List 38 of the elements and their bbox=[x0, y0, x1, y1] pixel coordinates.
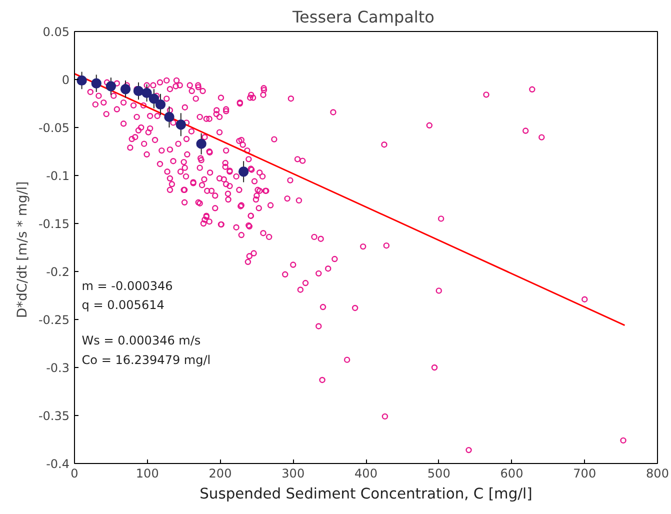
point bbox=[238, 166, 249, 177]
x-tick-label: 100 bbox=[136, 466, 159, 480]
x-tick-label: 0 bbox=[70, 466, 78, 480]
point bbox=[91, 78, 102, 88]
y-tick-label: -0.35 bbox=[38, 409, 70, 423]
x-tick-label: 800 bbox=[646, 466, 669, 480]
y-tick-label: -0.1 bbox=[46, 169, 70, 183]
point bbox=[142, 88, 152, 98]
x-tick-label: 700 bbox=[573, 466, 596, 480]
x-tick-label: 200 bbox=[208, 466, 232, 480]
point bbox=[196, 138, 206, 149]
x-tick-label: 400 bbox=[354, 466, 378, 480]
annotation: m = -0.000346 bbox=[82, 278, 173, 293]
chart-title: Tessera Campalto bbox=[292, 8, 434, 26]
y-tick-label: -0.4 bbox=[46, 457, 70, 471]
x-tick-label: 600 bbox=[500, 466, 524, 480]
y-tick-label: 0 bbox=[62, 73, 70, 87]
point bbox=[164, 112, 174, 122]
y-tick-label: -0.3 bbox=[46, 361, 70, 375]
annotation: q = 0.005614 bbox=[82, 298, 164, 312]
point bbox=[148, 94, 160, 104]
point bbox=[155, 99, 166, 110]
y-tick-label: 0.05 bbox=[42, 25, 70, 39]
y-axis-title: D*dC/dt [m/s * mg/l] bbox=[15, 181, 30, 318]
x-axis-title: Suspended Sediment Concentration, C [mg/l] bbox=[200, 486, 532, 502]
point bbox=[133, 86, 144, 96]
point bbox=[120, 84, 131, 94]
y-tick-label: -0.25 bbox=[38, 313, 70, 327]
x-tick-label: 300 bbox=[282, 466, 305, 480]
annotation: Ws = 0.000346 m/s bbox=[82, 334, 201, 348]
annotation: Co = 16.239479 mg/l bbox=[82, 352, 211, 367]
point bbox=[176, 120, 186, 130]
point bbox=[106, 81, 116, 92]
point bbox=[76, 75, 87, 86]
y-tick-label: -0.05 bbox=[38, 121, 70, 135]
y-tick-label: -0.2 bbox=[46, 265, 70, 279]
x-tick-label: 500 bbox=[427, 466, 450, 480]
y-tick-label: -0.15 bbox=[38, 217, 70, 231]
